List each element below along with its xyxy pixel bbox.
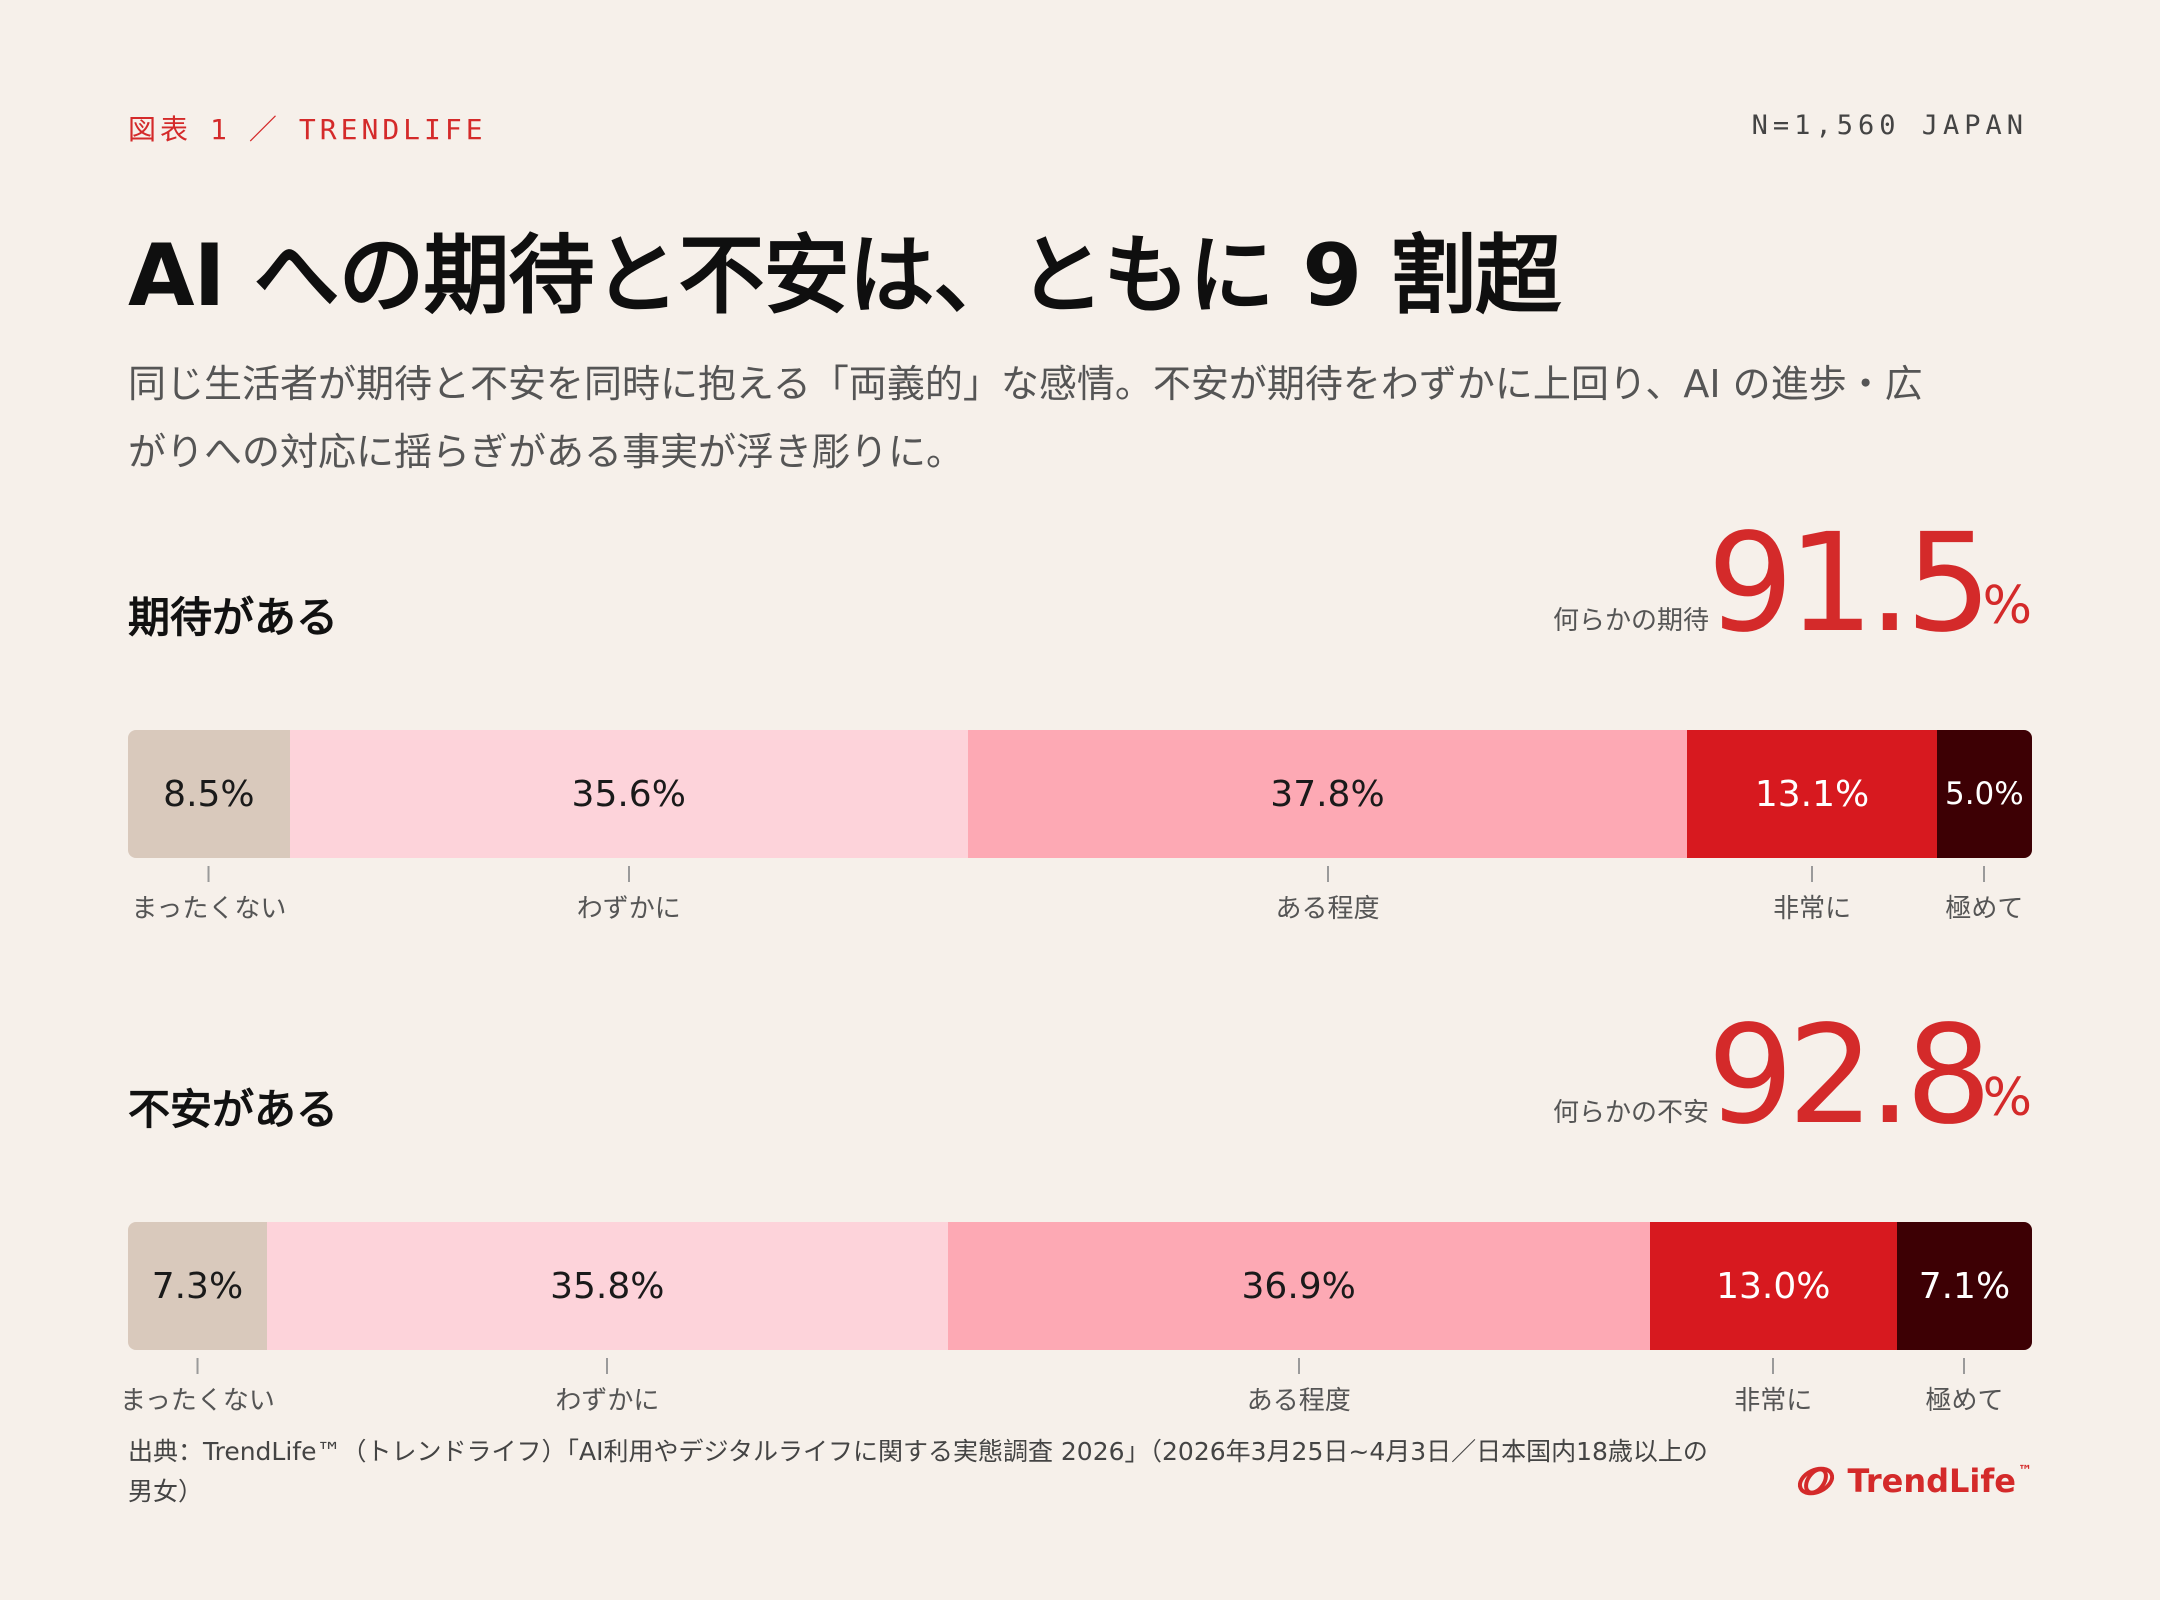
eyebrow-brand: TRENDLIFE	[298, 113, 487, 146]
segment-labels: まったくない わずかに ある程度 非常に 極めて	[128, 866, 2032, 936]
bar-segment-not-at-all: 8.5%	[128, 730, 290, 858]
segment-tick-somewhat: ある程度	[1276, 866, 1380, 925]
tick-line	[606, 1358, 609, 1374]
tick-line	[1772, 1358, 1775, 1374]
segment-tick-somewhat: ある程度	[1247, 1358, 1351, 1417]
tick-label: わずかに	[555, 1386, 660, 1416]
sample-size: N=1,560 JAPAN	[1751, 110, 2028, 141]
tick-label: ある程度	[1275, 894, 1380, 924]
stacked-bar: 8.5% 35.6% 37.8% 13.1% 5.0%	[128, 730, 2032, 858]
data-label: 7.1%	[1918, 1265, 2011, 1307]
section-label: 不安がある	[128, 1085, 339, 1134]
summary-unit: %	[1982, 1068, 2032, 1128]
segment-tick-not-at-all: まったくない	[120, 1358, 275, 1417]
summary-label: 何らかの期待	[1552, 606, 1709, 636]
tick-label: まったくない	[119, 1386, 275, 1416]
tick-line	[207, 866, 210, 882]
stacked-bar: 7.3% 35.8% 36.9% 13.0% 7.1%	[128, 1222, 2032, 1350]
tick-label: ある程度	[1246, 1386, 1351, 1416]
segment-tick-extremely: 極めて	[1925, 1358, 2003, 1417]
figure-number: 1	[210, 113, 231, 146]
segment-tick-slightly: わずかに	[577, 866, 681, 925]
summary-value: 91.5	[1707, 505, 1992, 663]
brand-trademark: ™	[2018, 1463, 2032, 1479]
bar-segment-extremely: 5.0%	[1936, 730, 2032, 858]
tick-label: 極めて	[1925, 1386, 2004, 1416]
tick-line	[1983, 866, 1986, 882]
eyebrow-separator: ／	[248, 113, 281, 146]
section-label: 期待がある	[128, 593, 339, 642]
bar-segment-very: 13.0%	[1649, 1222, 1897, 1350]
segment-tick-not-at-all: まったくない	[131, 866, 286, 925]
bar-segment-slightly: 35.6%	[289, 730, 968, 858]
bar-segment-slightly: 35.8%	[266, 1222, 948, 1350]
segment-labels: まったくない わずかに ある程度 非常に 極めて	[120, 1358, 2032, 1428]
trendlife-logo-icon	[1797, 1466, 1834, 1496]
summary-unit: %	[1982, 576, 2032, 636]
bar-segment-extremely: 7.1%	[1896, 1222, 2032, 1350]
bar-segment-not-at-all: 7.3%	[128, 1222, 267, 1350]
data-label: 37.8%	[1270, 773, 1385, 815]
bar-segment-very: 13.1%	[1687, 730, 1937, 858]
section-expectation: 期待がある 何らかの期待 91.5 % 8.5% 35.6% 37.8% 13.1% 5…	[128, 500, 2032, 950]
data-label: 5.0%	[1944, 776, 2024, 812]
tick-label: 極めて	[1945, 894, 2024, 924]
tick-line	[1963, 1358, 1966, 1374]
data-label: 13.0%	[1716, 1265, 1831, 1307]
brand-logo: TrendLife ™	[1796, 1462, 2032, 1500]
tick-line	[627, 866, 630, 882]
summary-label: 何らかの不安	[1552, 1098, 1709, 1128]
tick-line	[196, 1358, 199, 1374]
summary-value: 92.8	[1707, 997, 1992, 1155]
data-label: 36.9%	[1241, 1265, 1356, 1307]
segment-tick-extremely: 極めて	[1945, 866, 2023, 925]
figure-eyebrow: 図表 1 ／ TRENDLIFE	[128, 108, 505, 148]
brand-name: TrendLife	[1847, 1462, 2016, 1500]
figure-label: 図表	[128, 113, 193, 146]
tick-line	[1811, 866, 1814, 882]
tick-line	[1297, 1358, 1300, 1374]
section-anxiety: 不安がある 何らかの不安 92.8 % 7.3% 35.8% 36.9% 13.0% 7…	[120, 992, 2032, 1442]
tick-label: わずかに	[576, 894, 681, 924]
data-label: 8.5%	[163, 773, 255, 815]
chart-subtitle: 同じ生活者が期待と不安を同時に抱える「両義的」な感情。不安が期待をわずかに上回り…	[128, 362, 1923, 474]
data-label: 13.1%	[1754, 773, 1870, 815]
segment-tick-very: 非常に	[1734, 1358, 1812, 1417]
data-label: 7.3%	[151, 1265, 244, 1307]
segment-tick-slightly: わずかに	[555, 1358, 659, 1417]
chart-title: AI への期待と不安は、ともに 9 割超	[128, 226, 1561, 326]
bar-segment-somewhat: 36.9%	[947, 1222, 1650, 1350]
tick-line	[1326, 866, 1329, 882]
tick-label: まったくない	[131, 894, 287, 924]
data-label: 35.8%	[550, 1265, 665, 1307]
tick-label: 非常に	[1773, 894, 1852, 924]
segment-tick-very: 非常に	[1773, 866, 1851, 925]
bar-segment-somewhat: 37.8%	[967, 730, 1688, 858]
tick-label: 非常に	[1734, 1386, 1813, 1416]
data-label: 35.6%	[571, 773, 686, 815]
source-note: 出典：TrendLife™（トレンドライフ）「AI利用やデジタルライフに関する実…	[128, 1437, 1708, 1506]
